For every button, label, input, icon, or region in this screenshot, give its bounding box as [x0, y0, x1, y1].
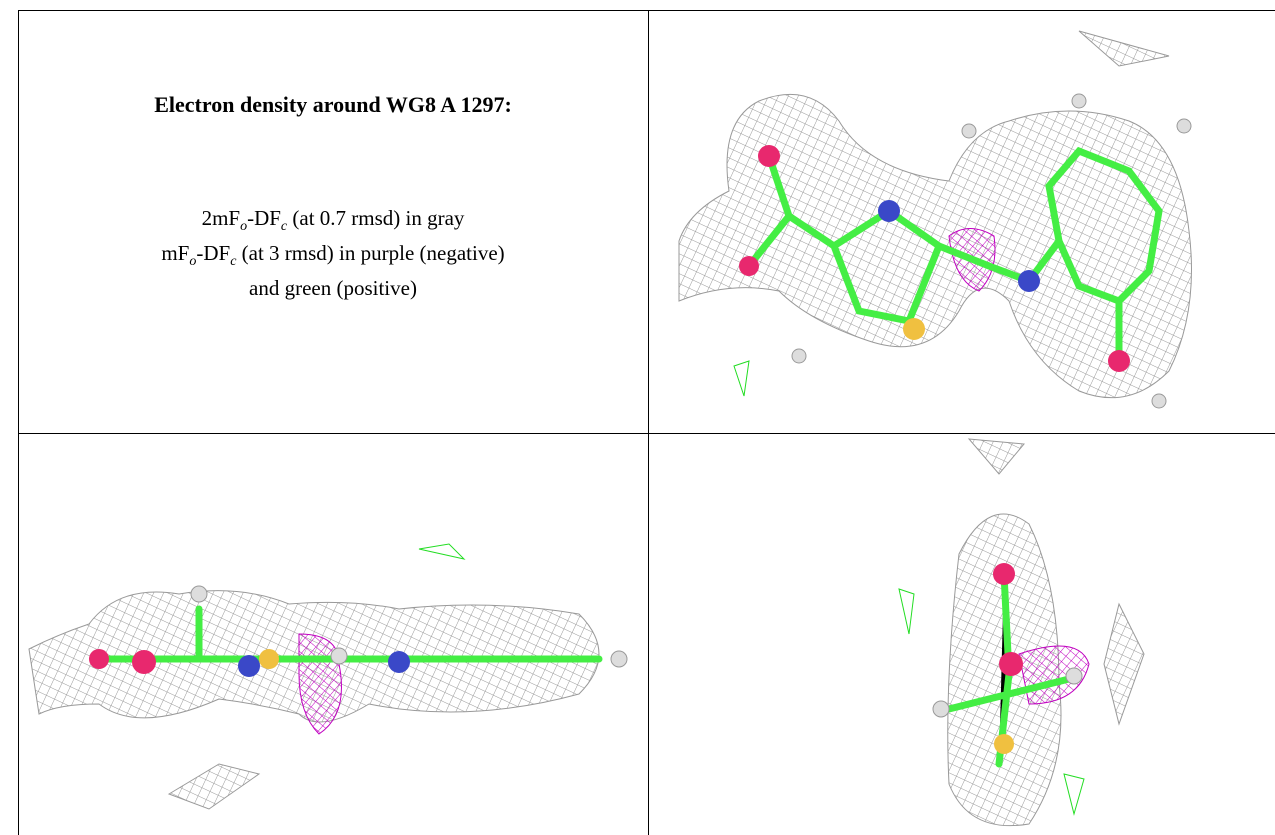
density-view-end: [898, 438, 1145, 827]
density-view-top: [678, 30, 1192, 409]
legend: 2mFo-DFc (at 0.7 rmsd) in gray mFo-DFc (a…: [18, 205, 648, 302]
table-border: [18, 433, 1275, 434]
table-border: [18, 10, 1275, 11]
subscript: o: [240, 219, 248, 235]
legend-line: mFo-DFc (at 3 rmsd) in purple (negative): [18, 240, 648, 275]
legend-text: mF: [161, 241, 190, 266]
density-view-side: [28, 543, 628, 810]
table-border: [648, 10, 649, 835]
legend-text: 2mF: [201, 206, 241, 230]
legend-line: 2mFo-DFc (at 0.7 rmsd) in gray: [18, 205, 648, 240]
subscript: c: [280, 219, 288, 235]
subscript: c: [230, 254, 237, 270]
legend-text: (at 0.7 rmsd) in gray: [287, 206, 465, 230]
legend-text: -DF: [196, 241, 231, 266]
title: Electron density around WG8 A 1297:: [154, 92, 512, 117]
legend-text: -DF: [247, 206, 281, 230]
table-border: [18, 10, 19, 835]
subscript: o: [189, 254, 197, 270]
legend-text: (at 3 rmsd) in purple (negative): [236, 241, 505, 266]
legend-line: and green (positive): [18, 275, 648, 302]
legend-text: and green (positive): [249, 276, 417, 301]
